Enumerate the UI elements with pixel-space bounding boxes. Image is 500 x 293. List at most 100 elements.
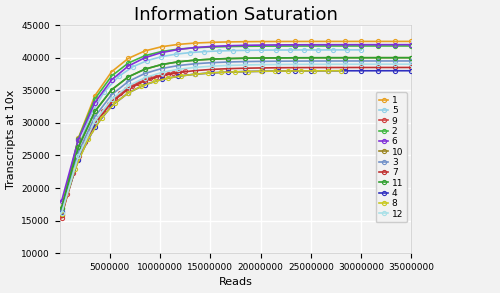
5 <box>158 55 164 58</box>
2 <box>142 54 148 57</box>
7 <box>58 213 64 217</box>
12 <box>208 64 214 68</box>
8 <box>218 71 224 74</box>
9 <box>141 79 147 82</box>
3 <box>375 59 381 63</box>
12 <box>325 62 331 66</box>
8 <box>178 74 184 78</box>
Line: 6: 6 <box>60 42 414 203</box>
3 <box>408 59 414 63</box>
2 <box>392 44 398 48</box>
12 <box>375 62 381 66</box>
11 <box>292 56 298 59</box>
7 <box>392 66 398 69</box>
4 <box>208 71 214 75</box>
8 <box>85 137 91 141</box>
4 <box>358 69 364 72</box>
7 <box>192 69 198 72</box>
9 <box>82 140 88 144</box>
8 <box>138 84 144 88</box>
9 <box>153 75 159 78</box>
6 <box>375 43 381 46</box>
6 <box>158 51 164 54</box>
Line: 9: 9 <box>60 69 188 220</box>
3 <box>108 93 114 96</box>
1 <box>108 70 114 74</box>
1 <box>225 40 231 44</box>
7 <box>242 67 248 70</box>
9 <box>170 71 176 74</box>
9 <box>106 103 112 106</box>
4 <box>158 78 164 81</box>
12 <box>258 63 264 67</box>
6 <box>408 43 414 46</box>
Line: 12: 12 <box>60 62 414 215</box>
12 <box>192 66 198 69</box>
3 <box>392 59 398 63</box>
7 <box>325 66 331 69</box>
5 <box>130 65 136 69</box>
11 <box>58 206 64 209</box>
10 <box>175 60 181 64</box>
7 <box>408 66 414 69</box>
2 <box>92 97 98 100</box>
9 <box>124 88 130 91</box>
3 <box>242 60 248 63</box>
Line: 5: 5 <box>60 48 364 215</box>
3 <box>208 61 214 64</box>
8 <box>272 69 278 73</box>
8 <box>58 212 64 215</box>
10 <box>92 110 98 113</box>
2 <box>108 74 114 78</box>
5 <box>244 49 250 52</box>
10 <box>58 206 64 209</box>
1 <box>92 94 98 98</box>
5 <box>172 52 178 56</box>
8 <box>232 70 237 74</box>
11 <box>192 58 198 62</box>
Line: 1: 1 <box>60 39 414 217</box>
7 <box>292 66 298 69</box>
6 <box>325 43 331 47</box>
4 <box>92 125 98 129</box>
9 <box>164 72 170 76</box>
8 <box>338 69 344 73</box>
9 <box>158 73 164 77</box>
10 <box>275 56 281 60</box>
7 <box>308 66 314 69</box>
8 <box>152 80 158 83</box>
9 <box>147 76 153 80</box>
3 <box>342 59 348 63</box>
4 <box>308 69 314 73</box>
12 <box>408 62 414 66</box>
5 <box>258 48 264 52</box>
7 <box>342 66 348 69</box>
7 <box>375 66 381 69</box>
11 <box>142 67 148 71</box>
2 <box>292 44 298 48</box>
12 <box>58 211 64 215</box>
7 <box>175 71 181 74</box>
5 <box>301 48 307 52</box>
Legend: 1, 5, 9, 2, 6, 10, 3, 7, 11, 4, 8, 12: 1, 5, 9, 2, 6, 10, 3, 7, 11, 4, 8, 12 <box>376 92 407 222</box>
Line: 4: 4 <box>60 69 414 214</box>
9 <box>130 84 136 88</box>
11 <box>76 146 82 149</box>
2 <box>325 44 331 48</box>
11 <box>125 75 131 79</box>
6 <box>342 43 348 47</box>
12 <box>392 62 398 66</box>
12 <box>342 62 348 66</box>
3 <box>92 115 98 118</box>
12 <box>142 76 148 79</box>
9 <box>58 216 64 219</box>
12 <box>275 63 281 66</box>
10 <box>225 57 231 60</box>
12 <box>242 63 248 67</box>
3 <box>158 67 164 70</box>
10 <box>125 75 131 79</box>
2 <box>408 44 414 48</box>
8 <box>312 69 318 73</box>
11 <box>375 56 381 59</box>
8 <box>285 69 291 73</box>
